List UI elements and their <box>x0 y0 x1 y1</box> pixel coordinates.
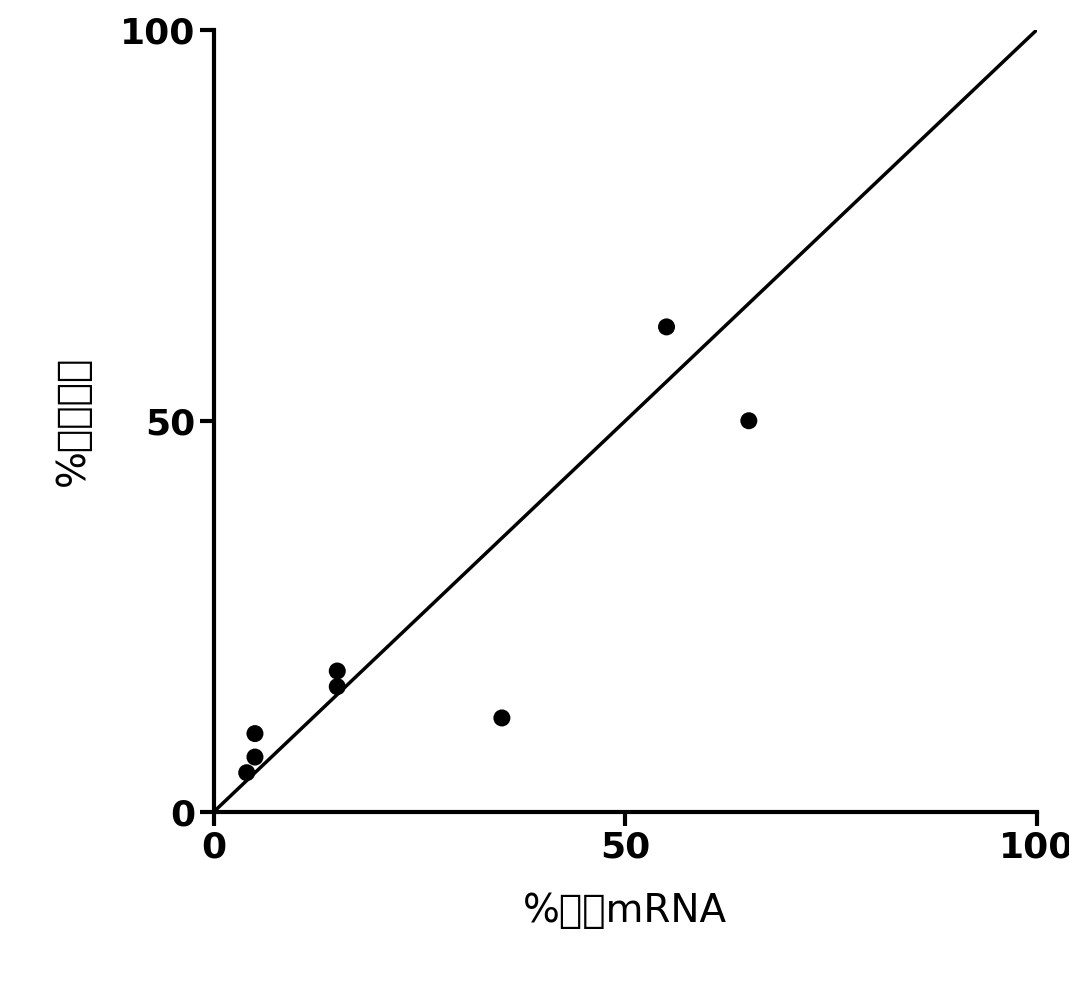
Point <box>329 679 346 695</box>
Point <box>238 765 255 781</box>
X-axis label: %对照mRNA: %对照mRNA <box>524 892 727 931</box>
Point <box>659 319 676 335</box>
Point <box>329 663 346 679</box>
Point <box>494 710 511 726</box>
Point <box>246 749 264 765</box>
Y-axis label: %对照生长: %对照生长 <box>53 355 92 486</box>
Point <box>246 726 264 742</box>
Point <box>741 413 758 429</box>
